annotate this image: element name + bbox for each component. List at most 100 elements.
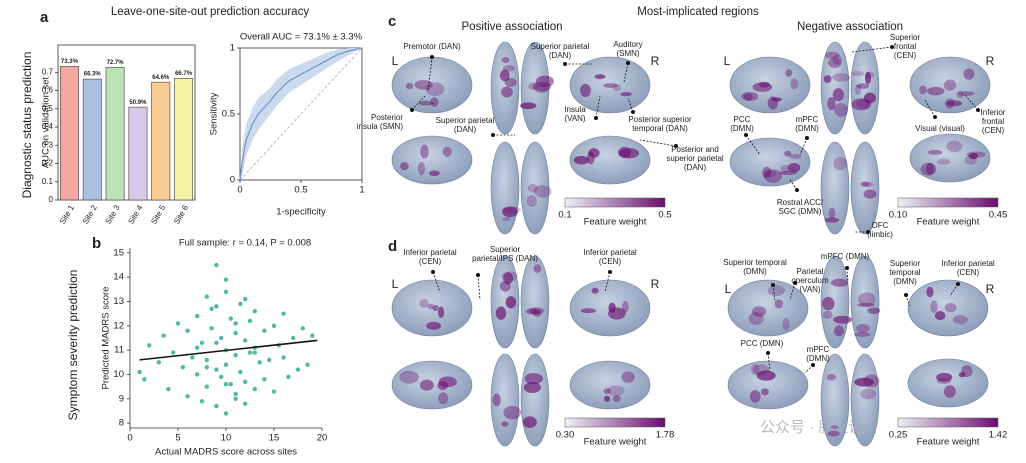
activation-patch	[749, 390, 761, 403]
activation-patch	[822, 310, 833, 320]
brain-surface	[391, 135, 473, 185]
colorbar-label: Feature weight	[917, 437, 980, 448]
activation-patch	[756, 370, 776, 381]
region-label: Insula	[564, 105, 586, 114]
activation-patch	[957, 91, 975, 96]
point	[204, 294, 209, 299]
point	[233, 330, 238, 336]
brain-surface	[520, 41, 550, 135]
point	[271, 323, 277, 329]
activation-patch	[533, 264, 542, 273]
region-label: (CEN)	[419, 257, 442, 266]
activation-patch	[414, 79, 433, 90]
brain-surface	[850, 353, 880, 447]
leader-line	[427, 56, 433, 93]
point	[214, 403, 219, 409]
leader-line	[477, 274, 481, 301]
leader-line	[846, 267, 849, 283]
point	[247, 318, 253, 324]
activation-patch	[504, 77, 517, 87]
x-tick-label: 5	[175, 433, 180, 444]
activation-patch	[752, 306, 767, 317]
activation-patch	[867, 307, 881, 314]
activation-patch	[825, 51, 840, 59]
leader-dot	[956, 282, 960, 286]
point	[223, 277, 229, 282]
y-tick-label: 0.6	[42, 86, 54, 95]
point	[190, 355, 195, 360]
activation-patch	[864, 71, 872, 85]
region-label: (DMN)	[730, 124, 754, 133]
x-tick-label: 15	[269, 433, 280, 444]
point	[252, 309, 257, 314]
colorbar	[897, 197, 999, 208]
region-label: Premotor (DAN)	[403, 42, 461, 51]
activation-patch	[854, 331, 871, 337]
activation-patch	[603, 83, 618, 88]
leader-dot	[866, 230, 870, 234]
activation-patch	[432, 304, 439, 312]
region-label: Rostral ACC/	[777, 198, 824, 207]
region-label: Auditory	[613, 40, 642, 49]
y-tick-label: 1	[230, 43, 235, 54]
region-label: insula (SMN)	[357, 122, 404, 131]
hemisphere-label: R	[986, 54, 995, 68]
point	[305, 362, 310, 367]
value-label: 66.3%	[84, 72, 102, 78]
activation-patch	[925, 162, 935, 175]
plot-frame	[57, 44, 196, 201]
activation-patch	[526, 195, 537, 208]
activation-patch	[763, 169, 783, 183]
point	[156, 360, 161, 365]
point	[238, 301, 243, 307]
point	[171, 350, 176, 355]
activation-patch	[501, 271, 518, 282]
point	[247, 350, 253, 355]
leader-line	[627, 97, 634, 113]
point	[199, 399, 205, 404]
brain-surface	[520, 141, 550, 235]
activation-patch	[501, 57, 510, 64]
colorbar-max: 1.78	[656, 430, 675, 441]
point	[209, 306, 214, 312]
region-label: (DAN)	[549, 51, 572, 60]
activation-patch	[833, 315, 853, 324]
point	[233, 321, 238, 326]
point	[233, 391, 238, 397]
activation-patch	[528, 82, 539, 90]
region-label: Posterior	[371, 113, 403, 122]
activation-patch	[586, 151, 595, 165]
point	[223, 289, 229, 294]
point	[310, 333, 315, 338]
activation-patch	[419, 379, 434, 391]
activation-patch	[760, 388, 769, 396]
leader-dot	[430, 55, 434, 59]
activation-patch	[774, 299, 784, 309]
activation-patch	[534, 84, 549, 94]
activation-patch	[529, 307, 544, 315]
point	[195, 372, 200, 377]
activation-patch	[523, 381, 541, 394]
activation-patch	[946, 140, 963, 153]
activation-patch	[420, 144, 429, 159]
activation-patch	[830, 424, 839, 430]
point	[219, 335, 224, 341]
activation-patch	[580, 83, 591, 98]
region-label: Superior	[890, 33, 921, 42]
leader-dot	[491, 133, 495, 137]
activation-patch	[789, 154, 802, 160]
activation-patch	[603, 388, 612, 394]
region-label: (DAN)	[454, 125, 477, 134]
activation-patch	[780, 165, 790, 173]
activation-patch	[944, 302, 957, 313]
point	[137, 369, 142, 375]
leader-dot	[476, 273, 480, 277]
region-label: Superior	[490, 245, 521, 254]
activation-patch	[863, 374, 880, 388]
activation-patch	[787, 162, 801, 173]
watermark: 公众号 · 脑之说	[760, 419, 863, 436]
activation-patch	[851, 71, 865, 77]
y-tick-label: 0	[230, 175, 235, 186]
point	[204, 357, 209, 363]
point	[199, 340, 205, 346]
